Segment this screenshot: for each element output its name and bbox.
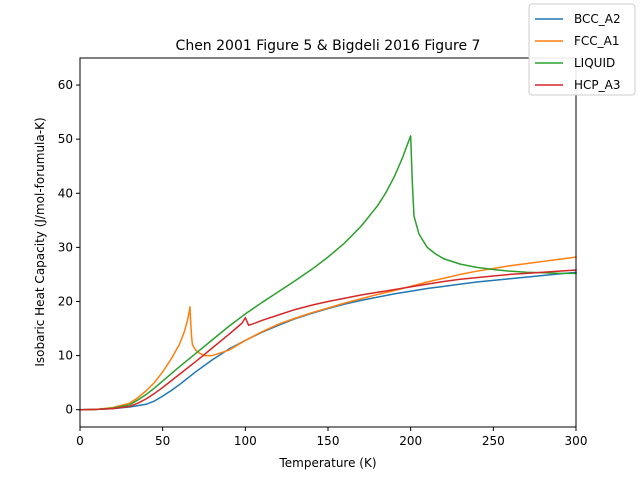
legend-label: LIQUID [574, 56, 615, 70]
x-tick-label: 50 [155, 434, 170, 448]
y-tick-label: 50 [58, 132, 73, 146]
x-tick-label: 250 [482, 434, 505, 448]
legend-label: FCC_A1 [574, 34, 620, 48]
y-tick-label: 20 [58, 294, 73, 308]
legend-label: HCP_A3 [574, 78, 620, 92]
y-tick-label: 60 [58, 78, 73, 92]
plot-area [79, 57, 577, 428]
series-layer [79, 135, 577, 411]
x-tick-label: 100 [234, 434, 257, 448]
legend-frame [528, 3, 636, 96]
series-line-liquid [79, 135, 577, 411]
y-axis-ticks: 0 10 20 30 40 50 60 [58, 78, 80, 417]
y-axis-label: Isobaric Heat Capacity (J/mol-forumula-K… [33, 117, 47, 366]
axes-background [80, 58, 576, 427]
x-axis-label: Temperature (K) [278, 456, 376, 470]
legend-label: BCC_A2 [574, 12, 621, 26]
y-tick-label: 40 [58, 186, 73, 200]
x-axis-ticks: 0 50 100 150 200 250 300 [76, 427, 587, 448]
y-tick-label: 0 [65, 403, 73, 417]
series-line-fcc-a1 [79, 256, 577, 411]
x-tick-label: 0 [76, 434, 84, 448]
series-line-hcp-a3 [79, 269, 577, 411]
x-tick-label: 200 [399, 434, 422, 448]
y-tick-label: 30 [58, 240, 73, 254]
chart-title: Chen 2001 Figure 5 & Bigdeli 2016 Figure… [176, 38, 481, 54]
y-tick-label: 10 [58, 349, 73, 363]
legend: BCC_A2 FCC_A1 LIQUID HCP_A3 [528, 3, 636, 96]
x-tick-label: 150 [317, 434, 340, 448]
x-tick-label: 300 [565, 434, 588, 448]
